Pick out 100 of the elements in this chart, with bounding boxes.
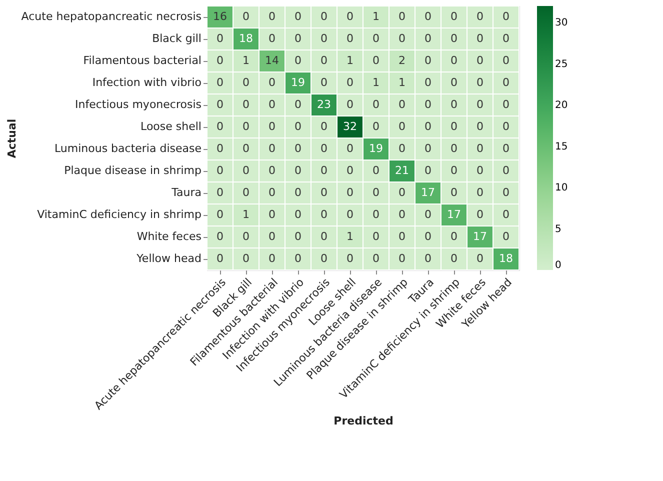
data-label: 0 xyxy=(476,98,484,111)
data-label: 0 xyxy=(502,186,510,199)
data-label: 0 xyxy=(294,98,302,111)
data-label: 0 xyxy=(242,252,250,265)
data-label: 0 xyxy=(398,230,406,243)
data-label: 0 xyxy=(476,54,484,67)
data-label: 0 xyxy=(268,142,276,155)
data-label: 0 xyxy=(320,120,328,133)
data-label: 0 xyxy=(294,142,302,155)
data-label: 0 xyxy=(450,252,458,265)
data-label: 0 xyxy=(320,142,328,155)
data-label: 0 xyxy=(372,54,380,67)
data-label: 0 xyxy=(242,76,250,89)
data-label: 23 xyxy=(317,98,331,111)
data-label: 0 xyxy=(424,142,432,155)
y-tick-label: Infection with vibrio xyxy=(92,76,202,89)
data-label: 0 xyxy=(346,208,354,221)
data-label: 1 xyxy=(346,230,354,243)
data-label: 1 xyxy=(372,76,380,89)
data-label: 1 xyxy=(372,10,380,23)
data-label: 0 xyxy=(424,252,432,265)
data-label: 0 xyxy=(476,208,484,221)
y-tick-label: Luminous bacteria disease xyxy=(54,142,202,155)
data-label: 0 xyxy=(268,98,276,111)
data-label: 0 xyxy=(242,164,250,177)
data-label: 0 xyxy=(502,120,510,133)
data-label: 1 xyxy=(398,76,406,89)
data-label: 0 xyxy=(372,252,380,265)
data-label: 21 xyxy=(395,164,409,177)
data-label: 32 xyxy=(343,120,357,133)
data-label: 0 xyxy=(424,208,432,221)
y-tick-label: Taura xyxy=(170,186,202,199)
data-label: 0 xyxy=(346,164,354,177)
data-label: 0 xyxy=(346,252,354,265)
data-label: 0 xyxy=(346,142,354,155)
y-tick-label: Acute hepatopancreatic necrosis xyxy=(21,10,202,23)
data-label: 0 xyxy=(294,54,302,67)
data-label: 0 xyxy=(320,54,328,67)
data-label: 0 xyxy=(268,186,276,199)
data-label: 0 xyxy=(502,10,510,23)
data-label: 0 xyxy=(294,252,302,265)
data-label: 0 xyxy=(450,98,458,111)
data-label: 0 xyxy=(476,10,484,23)
data-label: 0 xyxy=(242,186,250,199)
data-label: 0 xyxy=(502,230,510,243)
color-bar-label: 30 xyxy=(555,18,568,28)
data-label: 19 xyxy=(369,142,383,155)
data-label: 0 xyxy=(242,230,250,243)
y-tick-label: Black gill xyxy=(152,32,202,45)
data-label: 0 xyxy=(346,10,354,23)
data-label: 0 xyxy=(216,32,224,45)
data-label: 0 xyxy=(372,32,380,45)
data-label: 0 xyxy=(372,208,380,221)
data-label: 0 xyxy=(502,164,510,177)
data-label: 0 xyxy=(320,208,328,221)
color-bar-label: 20 xyxy=(555,100,568,111)
y-tick-label: VitaminC deficiency in shrimp xyxy=(37,208,202,221)
data-label: 0 xyxy=(216,142,224,155)
data-label: 0 xyxy=(502,98,510,111)
data-label: 0 xyxy=(476,186,484,199)
data-label: 0 xyxy=(268,10,276,23)
data-label: 0 xyxy=(450,186,458,199)
data-label: 0 xyxy=(450,230,458,243)
data-label: 0 xyxy=(216,98,224,111)
data-label: 0 xyxy=(398,142,406,155)
data-label: 0 xyxy=(216,208,224,221)
data-label: 16 xyxy=(213,10,227,23)
data-label: 0 xyxy=(216,230,224,243)
data-label: 0 xyxy=(372,164,380,177)
data-label: 0 xyxy=(320,76,328,89)
data-label: 0 xyxy=(320,10,328,23)
data-label: 0 xyxy=(502,208,510,221)
data-label: 0 xyxy=(268,252,276,265)
data-label: 0 xyxy=(476,164,484,177)
data-label: 0 xyxy=(398,208,406,221)
data-label: 0 xyxy=(320,32,328,45)
y-tick-label: Loose shell xyxy=(140,120,202,133)
data-label: 0 xyxy=(294,230,302,243)
data-label: 0 xyxy=(476,76,484,89)
color-bar-label: 10 xyxy=(555,182,568,194)
data-label: 0 xyxy=(450,76,458,89)
color-bar-label: 25 xyxy=(555,58,568,70)
data-label: 17 xyxy=(421,186,435,199)
data-label: 0 xyxy=(476,32,484,45)
x-axis-title: Predicted xyxy=(334,414,394,428)
data-label: 0 xyxy=(216,186,224,199)
data-label: 0 xyxy=(216,120,224,133)
data-label: 0 xyxy=(268,120,276,133)
y-axis-title: Actual xyxy=(5,118,18,158)
data-label: 0 xyxy=(450,10,458,23)
data-label: 0 xyxy=(294,186,302,199)
data-label: 18 xyxy=(499,252,513,265)
y-tick-label: Filamentous bacterial xyxy=(83,54,202,67)
data-label: 0 xyxy=(398,120,406,133)
data-label: 0 xyxy=(502,54,510,67)
data-label: 0 xyxy=(372,98,380,111)
data-label: 0 xyxy=(398,10,406,23)
data-label: 0 xyxy=(398,32,406,45)
data-label: 0 xyxy=(216,76,224,89)
data-label: 0 xyxy=(268,76,276,89)
